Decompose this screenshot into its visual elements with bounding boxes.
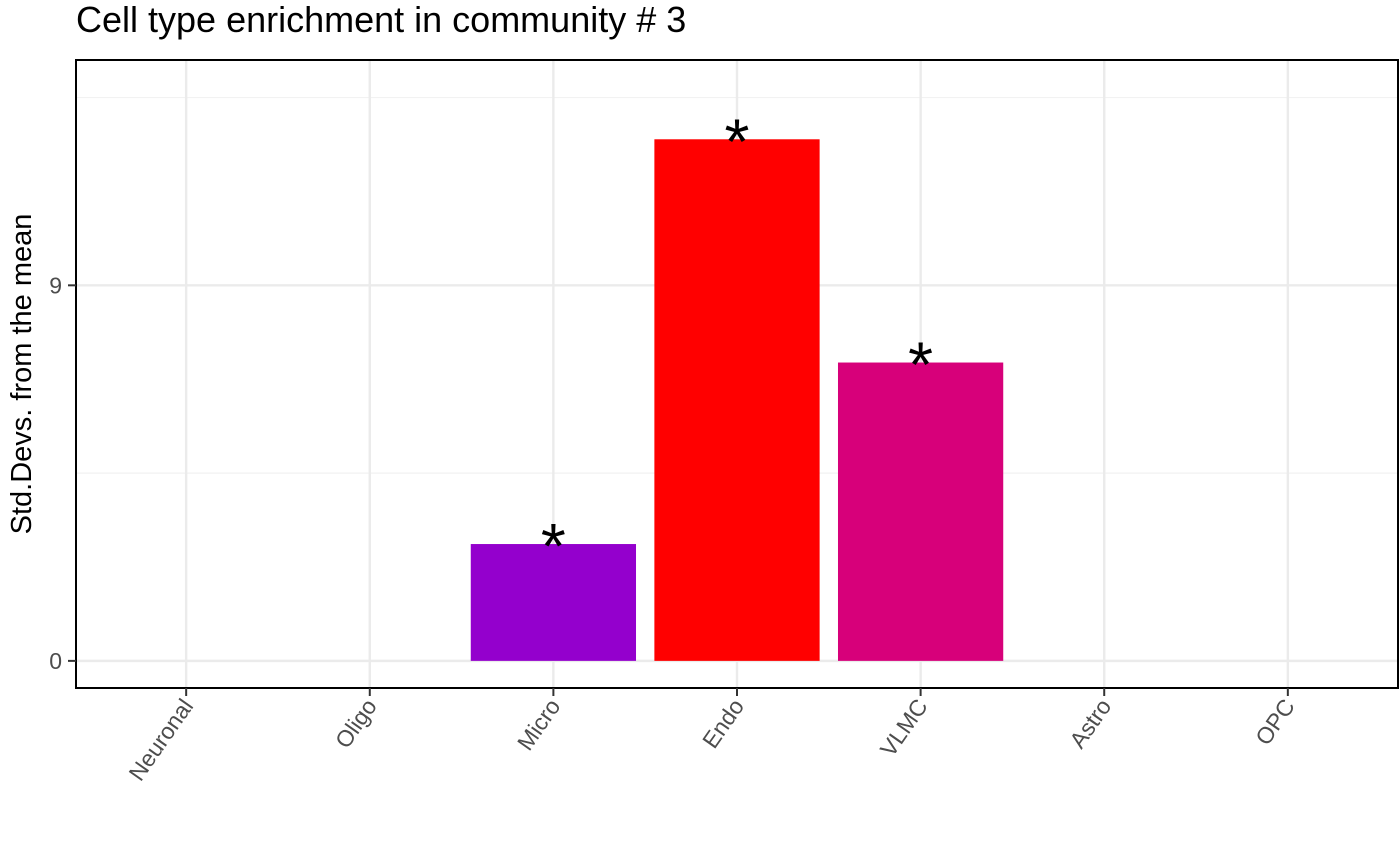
x-tick-label-astro: Astro <box>1064 694 1116 753</box>
x-tick-label-opc: OPC <box>1250 694 1300 750</box>
y-axis-label: Std.Devs. from the mean <box>6 214 38 535</box>
significance-marker-micro: * <box>541 510 566 582</box>
significance-markers: * * * <box>541 105 933 582</box>
significance-marker-endo: * <box>725 105 750 177</box>
y-tick-label: 0 <box>49 648 62 674</box>
y-axis: 09 <box>49 272 76 674</box>
y-tick-label: 9 <box>49 272 62 298</box>
bar-endo <box>654 139 820 661</box>
x-tick-label-vlmc: VLMC <box>875 694 933 761</box>
x-axis: Neuronal Oligo Micro Endo VLMC Astro OPC <box>123 688 1300 785</box>
bar-micro <box>470 544 637 661</box>
x-tick-label-neuronal: Neuronal <box>123 694 198 785</box>
chart-title: Cell type enrichment in community # 3 <box>76 0 686 40</box>
bars <box>470 139 1004 661</box>
significance-marker-vlmc: * <box>908 329 933 401</box>
x-tick-label-endo: Endo <box>697 694 749 753</box>
bar-vlmc <box>837 362 1004 661</box>
x-tick-label-oligo: Oligo <box>330 694 382 753</box>
x-tick-label-micro: Micro <box>512 694 566 755</box>
